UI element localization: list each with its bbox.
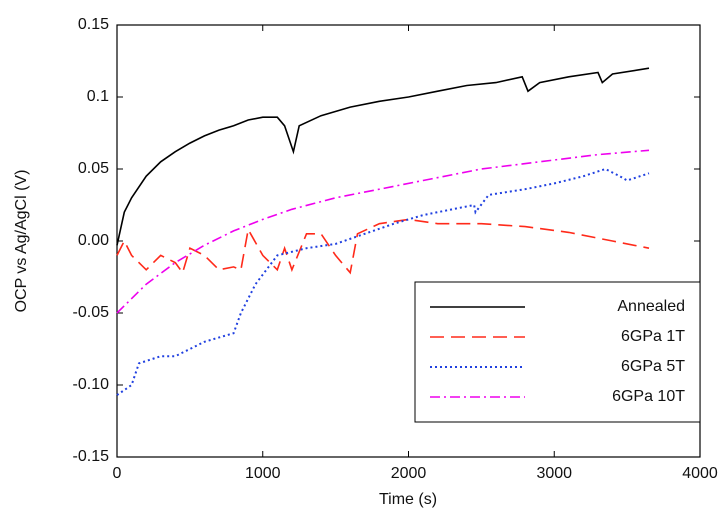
legend-label: Annealed	[617, 298, 685, 315]
y-tick-label: -0.05	[73, 304, 110, 321]
x-tick-label: 3000	[536, 465, 572, 482]
data-line	[116, 149, 650, 314]
y-tick-label: 0.05	[78, 160, 109, 177]
legend-label: 6GPa 5T	[621, 358, 685, 375]
y-tick-label: 0.00	[78, 232, 109, 249]
y-tick-label: -0.10	[73, 376, 110, 393]
legend-box	[414, 281, 701, 423]
data-line	[116, 167, 650, 396]
y-tick-label: -0.15	[73, 448, 110, 465]
x-tick-label: 4000	[682, 465, 718, 482]
legend-label: 6GPa 1T	[621, 328, 685, 345]
x-tick-label: 0	[113, 465, 122, 482]
data-line	[116, 218, 650, 275]
y-tick-label: 0.1	[87, 88, 109, 105]
x-tick-label: 1000	[245, 465, 281, 482]
y-tick-label: 0.15	[78, 16, 109, 33]
x-axis-label: Time (s)	[379, 491, 437, 508]
data-line	[116, 67, 650, 246]
y-axis-label: OCP vs Ag/AgCl (V)	[13, 170, 30, 313]
legend-label: 6GPa 10T	[612, 388, 685, 405]
x-tick-label: 2000	[391, 465, 427, 482]
